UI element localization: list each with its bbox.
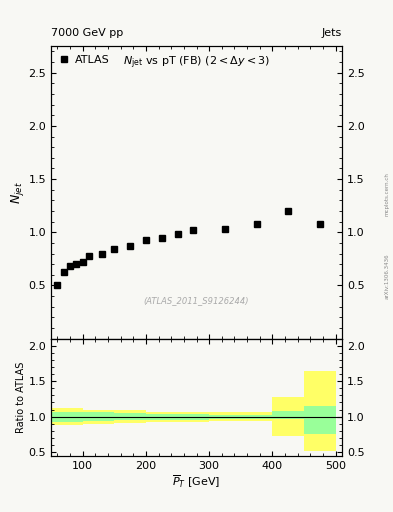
Legend: ATLAS: ATLAS xyxy=(57,52,112,68)
ATLAS xyxy=(286,208,290,214)
ATLAS xyxy=(80,259,85,265)
Text: arXiv:1306.3436: arXiv:1306.3436 xyxy=(385,253,390,300)
ATLAS xyxy=(191,227,196,233)
ATLAS xyxy=(160,234,164,241)
ATLAS xyxy=(55,283,60,289)
ATLAS xyxy=(99,250,104,257)
ATLAS xyxy=(112,246,117,252)
Line: ATLAS: ATLAS xyxy=(54,208,323,289)
ATLAS xyxy=(175,231,180,238)
ATLAS xyxy=(128,243,132,249)
ATLAS xyxy=(222,226,227,232)
Y-axis label: Ratio to ATLAS: Ratio to ATLAS xyxy=(16,361,26,433)
ATLAS xyxy=(143,237,148,243)
Text: $N_{\rm jet}$ vs pT (FB) $(2 < \Delta y < 3)$: $N_{\rm jet}$ vs pT (FB) $(2 < \Delta y … xyxy=(123,55,270,71)
ATLAS xyxy=(61,269,66,275)
Text: mcplots.cern.ch: mcplots.cern.ch xyxy=(385,173,390,217)
X-axis label: $\overline{P}_T$ [GeV]: $\overline{P}_T$ [GeV] xyxy=(173,473,220,490)
ATLAS xyxy=(254,221,259,227)
ATLAS xyxy=(87,252,92,259)
Text: Jets: Jets xyxy=(321,28,342,38)
ATLAS xyxy=(68,263,72,269)
ATLAS xyxy=(74,261,79,267)
Text: (ATLAS_2011_S9126244): (ATLAS_2011_S9126244) xyxy=(144,296,249,305)
Y-axis label: $N_{jet}$: $N_{jet}$ xyxy=(9,181,26,204)
ATLAS xyxy=(318,221,322,227)
Text: 7000 GeV pp: 7000 GeV pp xyxy=(51,28,123,38)
